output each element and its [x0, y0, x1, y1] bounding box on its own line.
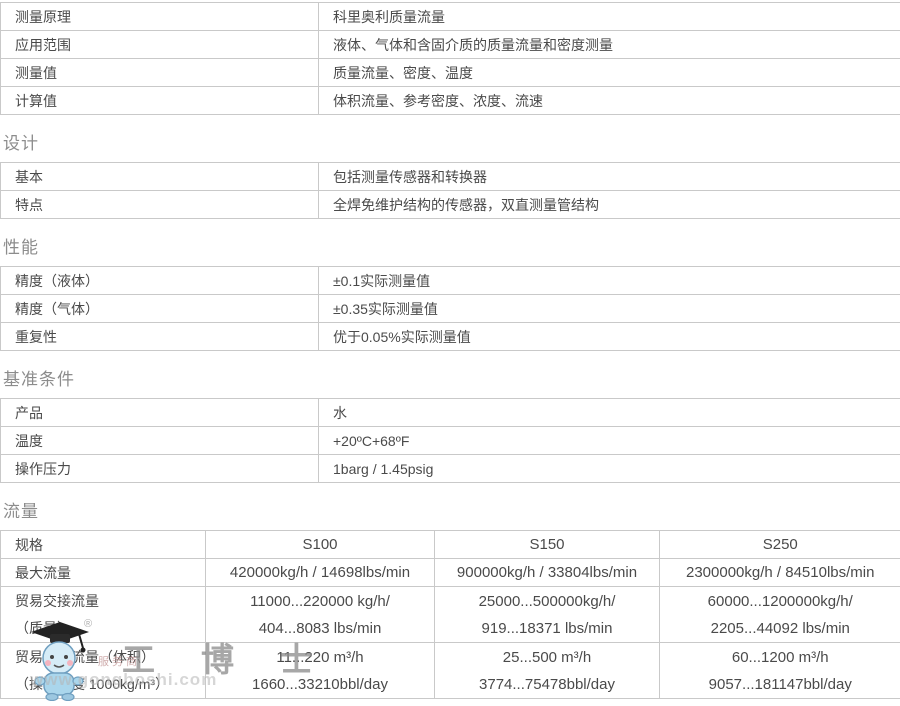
performance-spec-table: 精度（液体） ±0.1实际测量值 精度（气体） ±0.35实际测量值 重复性 优… [0, 266, 900, 351]
spec-label: 温度 [1, 427, 319, 455]
spec-label: 测量值 [1, 59, 319, 87]
table-row: 精度（气体） ±0.35实际测量值 [1, 295, 900, 323]
flow-header-row: 规格 S100 S150 S250 [1, 531, 900, 559]
table-row: 重复性 优于0.05%实际测量值 [1, 323, 900, 351]
spec-value: 包括测量传感器和转换器 [319, 163, 900, 191]
flow-value-line2: 404...8083 lbs/min [206, 615, 434, 642]
flow-value: 420000kg/h / 14698lbs/min [206, 559, 435, 587]
flow-value: 900000kg/h / 33804lbs/min [435, 559, 660, 587]
table-row: 操作压力 1barg / 1.45psig [1, 455, 900, 483]
spec-label: 操作压力 [1, 455, 319, 483]
flow-row-label-line1: 贸易交接流量 [15, 588, 205, 615]
table-row: 特点 全焊免维护结构的传感器，双直测量管结构 [1, 191, 900, 219]
spec-label: 计算值 [1, 87, 319, 115]
spec-label: 测量原理 [1, 3, 319, 31]
table-row: 计算值 体积流量、参考密度、浓度、流速 [1, 87, 900, 115]
flow-row-label-line1: 贸易交接流量（体积） [15, 644, 205, 671]
flow-value-line1: 25000...500000kg/h/ [435, 588, 659, 615]
flow-value-line2: 1660...33210bbl/day [206, 671, 434, 698]
spec-value: ±0.35实际测量值 [319, 295, 900, 323]
flow-value-line2: 919...18371 lbs/min [435, 615, 659, 642]
table-row: 测量原理 科里奥利质量流量 [1, 3, 900, 31]
flow-value: 25...500 m³/h 3774...75478bbl/day [435, 643, 660, 699]
flow-row-label-line2: （操作密度 1000kg/m³） [15, 671, 205, 698]
section-heading-flow: 流量 [3, 502, 900, 522]
flow-value: 25000...500000kg/h/ 919...18371 lbs/min [435, 587, 660, 643]
flow-column-header: 规格 [1, 531, 206, 559]
section-heading-reference: 基准条件 [3, 370, 900, 390]
spec-value: 科里奥利质量流量 [319, 3, 900, 31]
spec-label: 产品 [1, 399, 319, 427]
flow-row-label: 最大流量 [1, 559, 206, 587]
flow-value: 60...1200 m³/h 9057...181147bbl/day [660, 643, 900, 699]
table-row: 精度（液体） ±0.1实际测量值 [1, 267, 900, 295]
spec-label: 精度（液体） [1, 267, 319, 295]
spec-value: 水 [319, 399, 900, 427]
flow-value-line2: 3774...75478bbl/day [435, 671, 659, 698]
table-row: 温度 +20ºC+68ºF [1, 427, 900, 455]
table-row: 贸易交接流量 （质量） 11000...220000 kg/h/ 404...8… [1, 587, 900, 643]
spec-label: 精度（气体） [1, 295, 319, 323]
table-row: 应用范围 液体、气体和含固介质的质量流量和密度测量 [1, 31, 900, 59]
flow-value-line1: 60000...1200000kg/h/ [660, 588, 900, 615]
flow-column-header: S100 [206, 531, 435, 559]
design-spec-table: 基本 包括测量传感器和转换器 特点 全焊免维护结构的传感器，双直测量管结构 [0, 162, 900, 219]
flow-value-line1: 11000...220000 kg/h/ [206, 588, 434, 615]
flow-value: 60000...1200000kg/h/ 2205...44092 lbs/mi… [660, 587, 900, 643]
flow-value-line1: 60...1200 m³/h [660, 644, 900, 671]
general-spec-table: 测量原理 科里奥利质量流量 应用范围 液体、气体和含固介质的质量流量和密度测量 … [0, 2, 900, 115]
flow-value-line1: 25...500 m³/h [435, 644, 659, 671]
spec-value: +20ºC+68ºF [319, 427, 900, 455]
flow-rate-table: 规格 S100 S150 S250 最大流量 420000kg/h / 1469… [0, 530, 900, 699]
section-heading-performance: 性能 [3, 238, 900, 258]
spec-label: 重复性 [1, 323, 319, 351]
flow-value-line2: 2205...44092 lbs/min [660, 615, 900, 642]
flow-value: 11000...220000 kg/h/ 404...8083 lbs/min [206, 587, 435, 643]
flow-row-label: 贸易交接流量（体积） （操作密度 1000kg/m³） [1, 643, 206, 699]
table-row: 产品 水 [1, 399, 900, 427]
spec-value: 质量流量、密度、温度 [319, 59, 900, 87]
spec-value: 全焊免维护结构的传感器，双直测量管结构 [319, 191, 900, 219]
spec-value: ±0.1实际测量值 [319, 267, 900, 295]
spec-value: 优于0.05%实际测量值 [319, 323, 900, 351]
flow-column-header: S150 [435, 531, 660, 559]
flow-value-line2: 9057...181147bbl/day [660, 671, 900, 698]
spec-value: 1barg / 1.45psig [319, 455, 900, 483]
flow-value-line1: 11...220 m³/h [206, 644, 434, 671]
flow-row-label-line2: （质量） [15, 615, 205, 642]
spec-value: 液体、气体和含固介质的质量流量和密度测量 [319, 31, 900, 59]
table-row: 贸易交接流量（体积） （操作密度 1000kg/m³） 11...220 m³/… [1, 643, 900, 699]
section-heading-design: 设计 [3, 134, 900, 154]
flow-value: 2300000kg/h / 84510lbs/min [660, 559, 900, 587]
table-row: 基本 包括测量传感器和转换器 [1, 163, 900, 191]
table-row: 测量值 质量流量、密度、温度 [1, 59, 900, 87]
spec-label: 特点 [1, 191, 319, 219]
flow-value: 11...220 m³/h 1660...33210bbl/day [206, 643, 435, 699]
spec-value: 体积流量、参考密度、浓度、流速 [319, 87, 900, 115]
reference-spec-table: 产品 水 温度 +20ºC+68ºF 操作压力 1barg / 1.45psig [0, 398, 900, 483]
spec-label: 基本 [1, 163, 319, 191]
spec-label: 应用范围 [1, 31, 319, 59]
flow-column-header: S250 [660, 531, 900, 559]
table-row: 最大流量 420000kg/h / 14698lbs/min 900000kg/… [1, 559, 900, 587]
flow-row-label: 贸易交接流量 （质量） [1, 587, 206, 643]
